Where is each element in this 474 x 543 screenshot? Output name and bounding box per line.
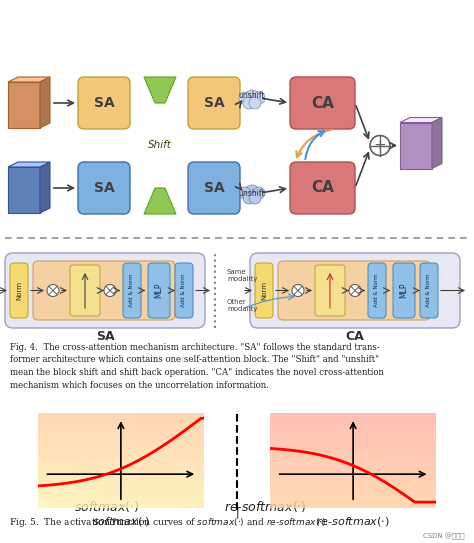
Text: $re\text{-}softmax(\cdot)$: $re\text{-}softmax(\cdot)$ xyxy=(316,515,390,528)
Circle shape xyxy=(253,92,265,104)
Circle shape xyxy=(370,136,390,155)
Circle shape xyxy=(253,187,265,199)
Polygon shape xyxy=(8,77,50,82)
FancyBboxPatch shape xyxy=(188,77,240,129)
Text: Add & Norm: Add & Norm xyxy=(129,274,135,307)
Circle shape xyxy=(244,90,260,106)
Text: Fig. 4.  The cross-attention mechanism architecture. "SA" follows the standard t: Fig. 4. The cross-attention mechanism ar… xyxy=(10,343,384,389)
Text: $softmax(\cdot)$: $softmax(\cdot)$ xyxy=(74,498,139,514)
Polygon shape xyxy=(144,77,176,103)
Text: SA: SA xyxy=(94,96,114,110)
Polygon shape xyxy=(400,123,432,168)
Polygon shape xyxy=(400,117,442,123)
Circle shape xyxy=(243,192,255,204)
Polygon shape xyxy=(432,117,442,168)
Polygon shape xyxy=(8,162,50,167)
Circle shape xyxy=(239,92,251,104)
FancyBboxPatch shape xyxy=(290,162,355,214)
FancyBboxPatch shape xyxy=(368,263,386,318)
Circle shape xyxy=(243,97,255,109)
FancyBboxPatch shape xyxy=(278,261,430,320)
Text: Norm: Norm xyxy=(261,281,267,300)
Text: MLP: MLP xyxy=(400,283,409,298)
Text: CA: CA xyxy=(346,330,365,343)
Circle shape xyxy=(104,285,116,296)
Circle shape xyxy=(349,285,361,296)
FancyBboxPatch shape xyxy=(148,263,170,318)
Text: Add & Norm: Add & Norm xyxy=(427,274,431,307)
Text: Fig. 5.  The activation function curves of $softmax(\cdot)$ and $re\text{-}softm: Fig. 5. The activation function curves o… xyxy=(9,516,329,529)
Text: Same
modality: Same modality xyxy=(227,269,257,282)
Text: $re\text{-}softmax(\cdot)$: $re\text{-}softmax(\cdot)$ xyxy=(224,498,307,514)
Circle shape xyxy=(244,185,260,201)
Text: Other
modality: Other modality xyxy=(227,299,257,312)
Circle shape xyxy=(249,97,261,109)
FancyBboxPatch shape xyxy=(188,162,240,214)
Text: Shift: Shift xyxy=(148,141,172,150)
Text: SA: SA xyxy=(96,330,114,343)
Text: SA: SA xyxy=(204,96,224,110)
FancyBboxPatch shape xyxy=(255,263,273,318)
Circle shape xyxy=(239,187,251,199)
FancyBboxPatch shape xyxy=(250,253,460,328)
Polygon shape xyxy=(40,162,50,213)
Text: Add & Norm: Add & Norm xyxy=(374,274,380,307)
FancyBboxPatch shape xyxy=(78,162,130,214)
Circle shape xyxy=(47,285,59,296)
Polygon shape xyxy=(8,82,40,128)
Polygon shape xyxy=(144,188,176,214)
FancyBboxPatch shape xyxy=(5,253,205,328)
Text: CSDN @图像强: CSDN @图像强 xyxy=(423,533,465,540)
Text: +: + xyxy=(374,138,386,153)
FancyBboxPatch shape xyxy=(70,265,100,316)
FancyBboxPatch shape xyxy=(78,77,130,129)
Text: CA: CA xyxy=(311,96,334,110)
Text: SA: SA xyxy=(204,181,224,195)
FancyBboxPatch shape xyxy=(10,263,28,318)
FancyBboxPatch shape xyxy=(393,263,415,318)
FancyBboxPatch shape xyxy=(420,263,438,318)
Text: Norm: Norm xyxy=(16,281,22,300)
FancyBboxPatch shape xyxy=(33,261,175,320)
Circle shape xyxy=(249,192,261,204)
Text: unshift: unshift xyxy=(239,92,265,100)
Text: unshift: unshift xyxy=(239,188,265,198)
Polygon shape xyxy=(8,167,40,213)
Polygon shape xyxy=(40,77,50,128)
Text: Add & Norm: Add & Norm xyxy=(182,274,186,307)
FancyBboxPatch shape xyxy=(290,77,355,129)
FancyBboxPatch shape xyxy=(123,263,141,318)
FancyBboxPatch shape xyxy=(175,263,193,318)
Circle shape xyxy=(292,285,304,296)
Text: |: | xyxy=(235,508,239,519)
Text: $softmax(\cdot)$: $softmax(\cdot)$ xyxy=(91,515,150,528)
Text: SA: SA xyxy=(94,181,114,195)
FancyBboxPatch shape xyxy=(315,265,345,316)
Text: MLP: MLP xyxy=(155,283,164,298)
Text: CA: CA xyxy=(311,180,334,195)
